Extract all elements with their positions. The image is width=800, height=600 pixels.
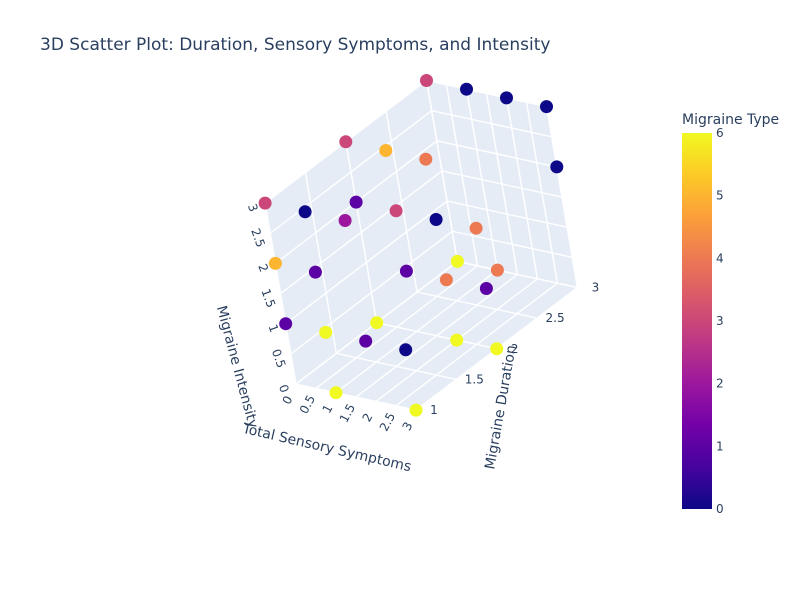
scatter-point bbox=[258, 196, 272, 210]
scatter-point bbox=[420, 74, 433, 87]
y-axis-title: Migraine Duration bbox=[482, 344, 520, 471]
scatter-point bbox=[550, 160, 564, 174]
scatter-point bbox=[450, 254, 464, 268]
scatter-point bbox=[460, 82, 473, 96]
grid-line-z bbox=[280, 170, 443, 295]
grid-line-z bbox=[269, 110, 433, 234]
chart-title: 3D Scatter Plot: Duration, Sensory Sympt… bbox=[40, 35, 550, 55]
grid-line-z bbox=[457, 260, 578, 289]
scatter-point bbox=[500, 91, 513, 105]
grid-line-z bbox=[431, 109, 552, 138]
colorbar: Migraine Type 0 1 2 3 4 5 6 bbox=[682, 112, 779, 516]
scatter-point bbox=[419, 152, 433, 166]
scatter-point bbox=[339, 135, 353, 149]
scatter-point bbox=[429, 213, 443, 226]
y-tick-label: 1 bbox=[430, 403, 438, 417]
scatter-point bbox=[349, 195, 363, 209]
grid-line-z bbox=[452, 230, 573, 259]
z-tick-label: 2.5 bbox=[248, 227, 268, 250]
y-tick-label: 2 bbox=[511, 342, 519, 356]
colorbar-gradient bbox=[682, 133, 712, 509]
scatter-point bbox=[399, 343, 413, 357]
x-tick-label: 1 bbox=[319, 402, 335, 415]
grid-line-z bbox=[285, 200, 448, 325]
scatter-point bbox=[450, 333, 464, 347]
y-tick-label: 1.5 bbox=[465, 372, 484, 386]
colorbar-tick-label: 2 bbox=[716, 377, 724, 391]
scatter-point bbox=[298, 205, 312, 219]
scatter-point bbox=[469, 221, 483, 235]
scatter-point bbox=[379, 144, 393, 157]
scatter-point bbox=[279, 317, 293, 331]
z-tick-label: 2 bbox=[255, 262, 271, 274]
scatter-point bbox=[439, 273, 453, 287]
x-tick-label: 0.5 bbox=[297, 393, 318, 416]
grid-line-y bbox=[416, 291, 538, 319]
grid-line-z bbox=[441, 170, 563, 198]
scatter-point bbox=[399, 264, 413, 278]
colorbar-title: Migraine Type bbox=[682, 112, 779, 128]
grid-line-z bbox=[446, 200, 568, 228]
y-tick-label: 2.5 bbox=[546, 311, 565, 325]
grid-line-z bbox=[436, 140, 557, 168]
scatter-point bbox=[370, 316, 384, 330]
z-tick-label: 0 bbox=[276, 383, 292, 395]
y-tick-label: 3 bbox=[592, 281, 600, 295]
colorbar-ticks: 0 1 2 3 4 5 6 bbox=[716, 126, 724, 516]
scatter-point bbox=[308, 265, 322, 279]
z-tick-label: 1 bbox=[266, 322, 282, 334]
colorbar-tick-label: 0 bbox=[716, 502, 724, 516]
colorbar-tick-label: 1 bbox=[716, 439, 724, 453]
colorbar-tick-label: 5 bbox=[716, 189, 724, 203]
grid-line-y bbox=[336, 352, 457, 381]
scatter-point bbox=[329, 386, 343, 400]
grid-lines bbox=[264, 79, 579, 411]
colorbar-tick-label: 4 bbox=[716, 251, 724, 265]
x-tick-label: 2 bbox=[359, 411, 375, 424]
z-tick-label: 3 bbox=[245, 202, 261, 214]
x-tick-label: 1.5 bbox=[337, 401, 358, 424]
z-axis-title: Migraine Intensity bbox=[213, 304, 261, 430]
scatter-point bbox=[479, 282, 493, 295]
colorbar-tick-label: 3 bbox=[716, 314, 724, 328]
x-tick-label: 0 bbox=[279, 393, 295, 406]
scatter-point bbox=[490, 342, 504, 356]
scatter-point bbox=[409, 403, 423, 417]
grid-line-y bbox=[376, 322, 497, 350]
scatter-point bbox=[319, 325, 333, 339]
scatter-point bbox=[359, 334, 373, 348]
x-tick-label: 2.5 bbox=[377, 410, 398, 433]
scatter-point bbox=[490, 263, 504, 277]
z-tick-label: 1.5 bbox=[258, 287, 278, 310]
grid-line-z bbox=[426, 79, 547, 108]
grid-line-z bbox=[290, 230, 453, 355]
z-tick-label: 0.5 bbox=[269, 347, 289, 370]
data-points bbox=[258, 74, 564, 417]
x-tick-label: 3 bbox=[399, 420, 415, 433]
grid-line-y bbox=[295, 383, 417, 411]
scatter-point bbox=[540, 100, 553, 114]
colorbar-tick-label: 6 bbox=[716, 126, 724, 140]
scatter-point bbox=[268, 256, 282, 270]
scatter-point bbox=[389, 204, 403, 218]
scatter-point bbox=[338, 214, 352, 227]
